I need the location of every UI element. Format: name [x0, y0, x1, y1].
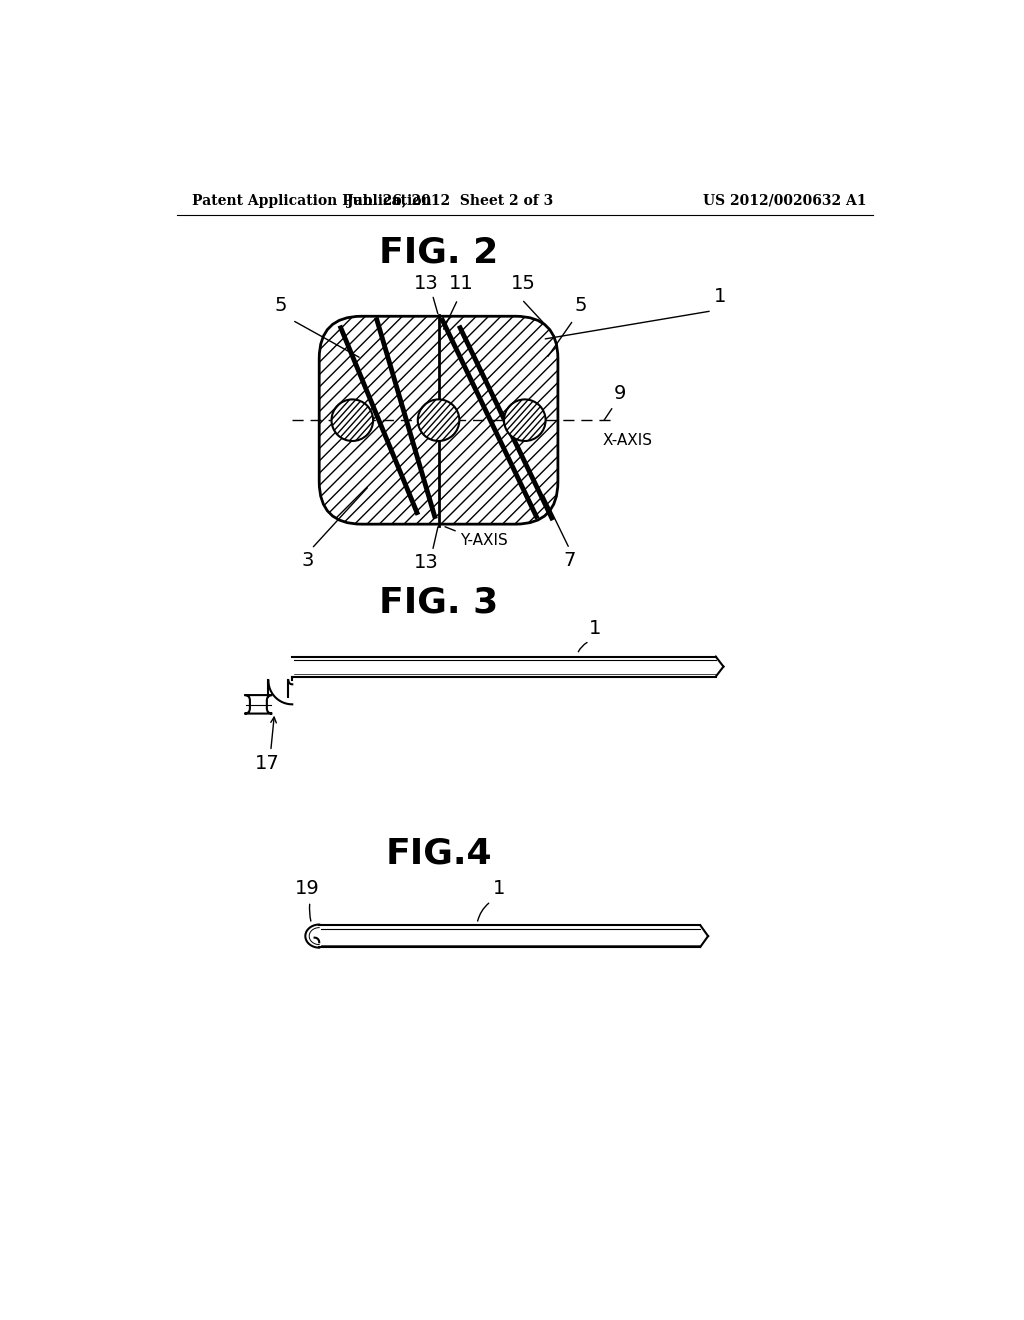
Circle shape — [504, 400, 546, 441]
FancyBboxPatch shape — [245, 696, 272, 714]
Text: X-AXIS: X-AXIS — [602, 433, 652, 447]
Text: Y-AXIS: Y-AXIS — [460, 533, 508, 548]
Text: 19: 19 — [295, 879, 321, 898]
Text: 3: 3 — [301, 552, 313, 570]
Text: FIG. 3: FIG. 3 — [379, 586, 499, 620]
Text: Patent Application Publication: Patent Application Publication — [193, 194, 432, 207]
Text: FIG.4: FIG.4 — [385, 836, 492, 870]
Circle shape — [332, 400, 373, 441]
Circle shape — [418, 400, 460, 441]
Text: 1: 1 — [493, 879, 505, 898]
Text: 5: 5 — [574, 296, 588, 314]
Text: US 2012/0020632 A1: US 2012/0020632 A1 — [703, 194, 866, 207]
Text: Jan. 26, 2012  Sheet 2 of 3: Jan. 26, 2012 Sheet 2 of 3 — [347, 194, 553, 207]
Text: 1: 1 — [714, 288, 727, 306]
Text: 7: 7 — [563, 552, 575, 570]
Circle shape — [418, 400, 460, 441]
Text: 1: 1 — [589, 619, 601, 638]
Text: 13: 13 — [414, 275, 438, 293]
Text: 13: 13 — [414, 553, 438, 573]
Text: 17: 17 — [255, 754, 280, 772]
Text: 5: 5 — [274, 296, 287, 314]
Text: 11: 11 — [450, 275, 474, 293]
Text: 15: 15 — [511, 275, 536, 293]
Circle shape — [332, 400, 373, 441]
FancyBboxPatch shape — [319, 317, 558, 524]
Circle shape — [504, 400, 546, 441]
Text: FIG. 2: FIG. 2 — [379, 235, 499, 269]
Text: 9: 9 — [613, 384, 626, 404]
FancyBboxPatch shape — [319, 317, 558, 524]
